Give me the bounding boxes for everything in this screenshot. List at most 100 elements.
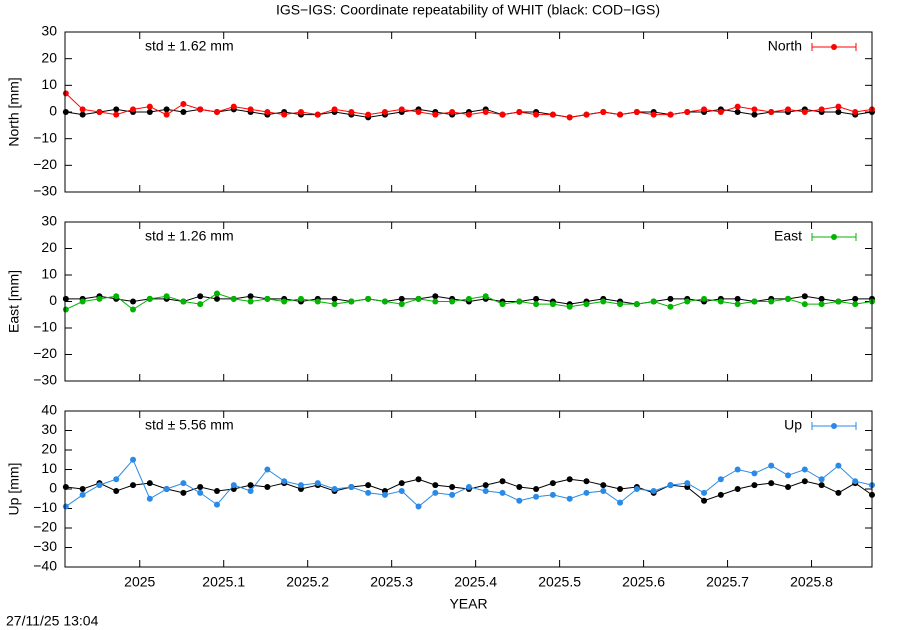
data-point bbox=[600, 487, 607, 494]
data-point bbox=[398, 480, 405, 487]
timestamp: 27/11/25 13:04 bbox=[6, 613, 99, 629]
data-point bbox=[818, 301, 825, 308]
data-point bbox=[62, 484, 69, 491]
data-point bbox=[533, 295, 540, 302]
data-point bbox=[213, 290, 220, 297]
annotation: std ± 1.26 mm bbox=[145, 228, 234, 244]
data-point bbox=[600, 298, 607, 305]
y-tick-label: −20 bbox=[33, 156, 57, 172]
data-point bbox=[281, 111, 288, 118]
legend-label: East bbox=[774, 228, 802, 244]
data-point bbox=[566, 114, 573, 121]
legend-marker bbox=[831, 234, 837, 240]
data-point bbox=[113, 487, 120, 494]
data-point bbox=[751, 106, 758, 113]
data-point bbox=[297, 482, 304, 489]
data-point bbox=[146, 109, 153, 115]
data-point bbox=[499, 478, 506, 485]
data-point bbox=[247, 298, 254, 305]
data-point bbox=[801, 293, 808, 300]
data-point bbox=[264, 295, 271, 302]
y-tick-label: −40 bbox=[33, 558, 57, 574]
data-point bbox=[499, 301, 506, 308]
data-point bbox=[734, 301, 741, 308]
data-point bbox=[197, 293, 204, 300]
y-tick-label: −10 bbox=[33, 499, 57, 515]
data-point bbox=[835, 103, 842, 110]
data-point bbox=[432, 293, 439, 300]
data-point bbox=[801, 466, 808, 473]
y-tick-label: 10 bbox=[41, 76, 57, 92]
data-point bbox=[264, 109, 271, 115]
data-point bbox=[180, 489, 187, 496]
data-point bbox=[197, 489, 204, 496]
data-point bbox=[650, 298, 657, 305]
y-tick-label: −30 bbox=[33, 183, 57, 199]
data-point bbox=[79, 298, 86, 305]
legend-marker bbox=[831, 423, 837, 429]
y-tick-label: 20 bbox=[41, 239, 57, 255]
data-point bbox=[314, 480, 321, 487]
data-point bbox=[247, 106, 254, 113]
y-tick-label: 0 bbox=[49, 480, 57, 496]
data-point bbox=[701, 489, 708, 496]
data-point bbox=[667, 303, 674, 310]
chart-title: IGS−IGS: Coordinate repeatability of WHI… bbox=[276, 2, 660, 18]
data-point bbox=[650, 111, 657, 118]
data-point bbox=[667, 482, 674, 489]
data-point bbox=[818, 106, 825, 113]
data-point bbox=[331, 486, 338, 492]
x-tick-label: 2025.2 bbox=[286, 574, 329, 590]
data-point bbox=[96, 482, 103, 489]
data-point bbox=[835, 489, 842, 496]
y-tick-label: −30 bbox=[33, 538, 57, 554]
data-point bbox=[113, 293, 120, 300]
data-point bbox=[734, 103, 741, 110]
data-point bbox=[667, 111, 674, 118]
legend-label: Up bbox=[784, 417, 802, 433]
data-point bbox=[348, 298, 355, 305]
data-point bbox=[348, 109, 355, 115]
data-point bbox=[684, 298, 691, 305]
data-point bbox=[432, 298, 439, 305]
data-point bbox=[717, 491, 724, 498]
y-tick-label: −20 bbox=[33, 345, 57, 361]
data-point bbox=[381, 491, 388, 498]
plot-frame bbox=[64, 221, 873, 382]
data-point bbox=[432, 111, 439, 118]
data-point bbox=[482, 293, 489, 300]
data-point bbox=[381, 109, 388, 115]
data-point bbox=[617, 111, 624, 118]
data-point bbox=[801, 109, 808, 115]
plot-frame bbox=[64, 410, 873, 568]
data-point bbox=[449, 109, 456, 115]
data-point bbox=[398, 106, 405, 113]
data-point bbox=[180, 109, 187, 115]
data-point bbox=[130, 306, 137, 313]
data-point bbox=[617, 301, 624, 308]
y-tick-label: 30 bbox=[41, 23, 57, 39]
y-tick-label: −30 bbox=[33, 372, 57, 388]
data-point bbox=[163, 106, 170, 113]
y-tick-label: 40 bbox=[41, 402, 57, 418]
data-point bbox=[482, 482, 489, 489]
data-point bbox=[79, 491, 86, 498]
data-point bbox=[852, 295, 859, 302]
data-point bbox=[768, 480, 775, 487]
x-axis-label: YEAR bbox=[449, 596, 487, 612]
data-point bbox=[62, 109, 69, 115]
data-point bbox=[667, 295, 674, 302]
data-point bbox=[633, 301, 640, 308]
data-point bbox=[79, 106, 86, 113]
data-point bbox=[684, 109, 691, 115]
data-point bbox=[768, 298, 775, 305]
data-point bbox=[768, 462, 775, 469]
legend-marker bbox=[831, 44, 837, 50]
data-point bbox=[818, 476, 825, 483]
data-point bbox=[751, 298, 758, 305]
annotation: std ± 1.62 mm bbox=[145, 38, 234, 54]
data-point bbox=[247, 293, 254, 300]
data-point bbox=[247, 482, 254, 489]
data-point bbox=[751, 482, 758, 489]
